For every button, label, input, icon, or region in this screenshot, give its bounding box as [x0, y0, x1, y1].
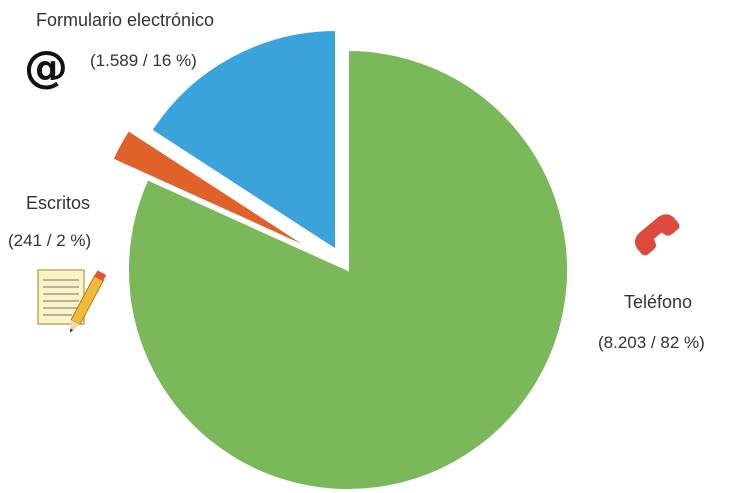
at-sign-icon: @	[24, 42, 68, 93]
slice-label-escritos: Escritos	[26, 193, 91, 213]
slice-formulario	[150, 28, 337, 252]
slice-value-telefono: (8.203 / 82 %)	[598, 333, 705, 352]
slice-escritos	[111, 128, 314, 251]
pie-slices	[111, 28, 569, 491]
slice-value-formulario: (1.589 / 16 %)	[90, 51, 197, 70]
phone-icon	[634, 214, 680, 256]
slice-label-telefono: Teléfono	[624, 292, 693, 312]
slice-value-escritos: (241 / 2 %)	[8, 231, 92, 250]
slice-label-formulario: Formulario electrónico	[36, 10, 215, 30]
notepad-pencil-icon	[37, 269, 107, 333]
slice-telefono	[127, 48, 569, 491]
svg-text:@: @	[24, 42, 68, 93]
